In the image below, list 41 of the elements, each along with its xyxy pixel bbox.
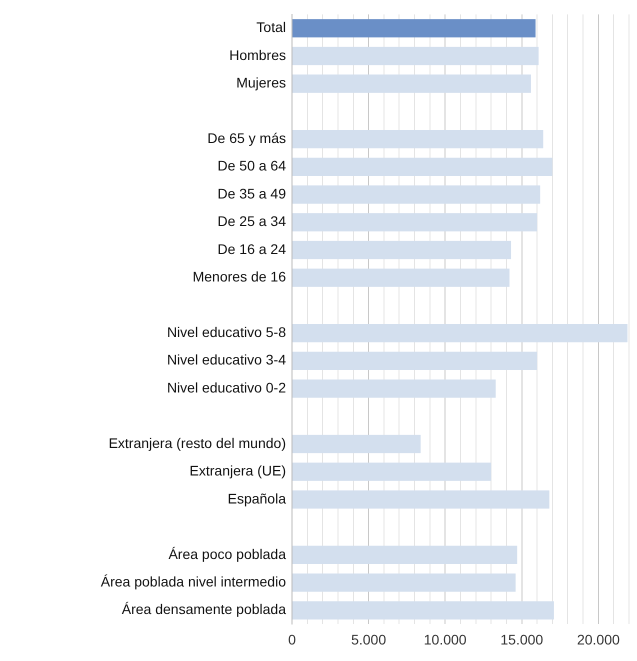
y-tick-label: De 50 a 64 <box>218 158 286 174</box>
bar <box>292 379 496 398</box>
y-tick-label: De 16 a 24 <box>218 240 286 257</box>
bar <box>292 462 492 481</box>
y-tick-label: De 35 a 49 <box>218 185 286 202</box>
y-tick-label: Nivel educativo 5-8 <box>166 324 286 340</box>
y-tick-label: Área poblada nivel intermedio <box>100 573 286 590</box>
y-tick-label: Extranjera (UE) <box>190 462 286 479</box>
bar <box>292 434 421 454</box>
y-tick-label: Menores de 16 <box>192 268 286 285</box>
bar <box>292 546 518 564</box>
bar <box>292 490 550 509</box>
x-tick-label: 15.000 <box>500 631 544 648</box>
y-tick-label: De 25 a 34 <box>218 213 286 230</box>
bar <box>292 601 554 620</box>
bar <box>292 185 540 204</box>
bar <box>292 130 544 148</box>
x-tick-label: 5.000 <box>351 631 386 648</box>
bar <box>292 158 552 176</box>
y-tick-label: Nivel educativo 3-4 <box>166 352 286 368</box>
bar <box>292 213 538 232</box>
bar <box>292 19 536 38</box>
y-tick-label: Nivel educativo 0-2 <box>166 379 286 396</box>
x-tick-label: 20.000 <box>576 631 620 648</box>
bar <box>292 324 628 342</box>
y-tick-label: Extranjera (resto del mundo) <box>108 434 286 451</box>
bar <box>292 46 539 66</box>
y-tick-label: Hombres <box>229 46 286 63</box>
bar <box>292 573 516 592</box>
x-tick-label: 10.000 <box>424 631 467 648</box>
y-tick-label: De 65 y más <box>207 130 286 146</box>
bar <box>292 74 531 93</box>
bar <box>292 352 538 370</box>
y-tick-label: Total <box>256 19 286 36</box>
y-tick-label: Mujeres <box>236 74 286 91</box>
y-tick-label: Área densamente poblada <box>122 601 286 618</box>
x-tick-label: 0 <box>288 631 296 648</box>
y-tick-label: Área poco poblada <box>168 546 286 562</box>
bar <box>292 240 512 260</box>
y-tick-label: Española <box>228 490 286 506</box>
bar <box>292 268 510 287</box>
